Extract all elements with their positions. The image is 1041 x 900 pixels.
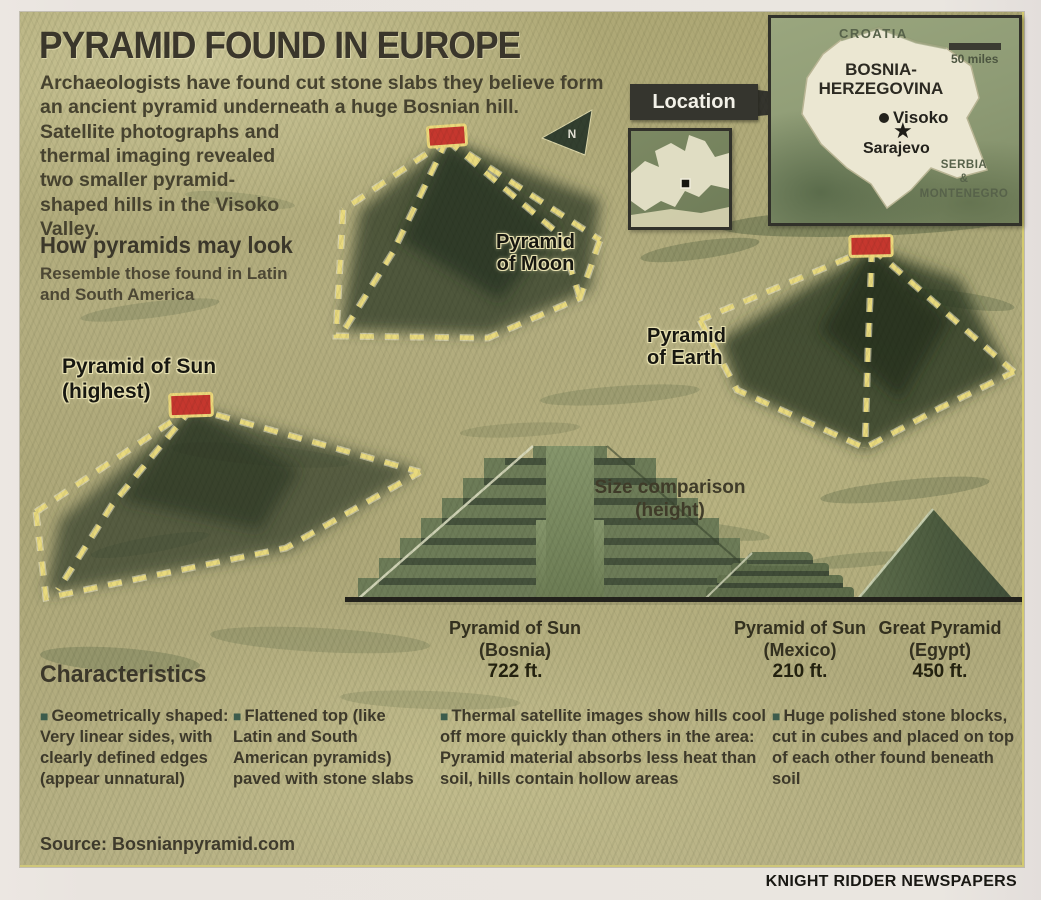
size-label-bosnia: Pyramid of Sun (Bosnia) 722 ft. [430, 618, 600, 684]
characteristic-item-3: ■ Thermal satellite images show hills coo… [440, 706, 770, 790]
characteristic-item-1: ■ Geometrically shaped: Very linear sides… [40, 706, 236, 790]
egypt-pyramid-silhouette [857, 508, 1013, 600]
location-label: Location [652, 90, 736, 113]
size-comparison-title: Size comparison (height) [594, 477, 746, 522]
characteristic-text: Thermal satellite images show hills cool… [440, 707, 766, 788]
intro-paragraph-2: Satellite photographs and thermal imagin… [40, 121, 280, 240]
compass-north-icon: N [540, 109, 593, 156]
size-comparison-chart [345, 445, 1022, 605]
size-label-egypt: Great Pyramid (Egypt) 450 ft. [855, 618, 1025, 684]
how-pyramids-subtext: Resemble those found in Latin and South … [40, 264, 288, 304]
characteristic-text: Huge polished stone blocks, cut in cubes… [772, 707, 1015, 788]
map-label-serbia: SERBIA & MONTENEGRO [919, 159, 1009, 200]
characteristic-item-2: ■ Flattened top (like Latin and South Ame… [233, 706, 425, 790]
map-star-icon: ★ [893, 118, 913, 143]
pyramid-of-sun-note: (highest) [62, 380, 151, 403]
size-label-egypt-place: (Egypt) [909, 639, 971, 660]
bullet-square-icon: ■ [440, 708, 449, 724]
pyramid-wireframes [32, 137, 1017, 603]
credit-line: KNIGHT RIDDER NEWSPAPERS [765, 873, 1017, 890]
bullet-square-icon: ■ [772, 708, 781, 724]
bosnia-map-shape [801, 26, 1001, 210]
pyramid-of-sun-label: Pyramid of Sun [62, 355, 217, 378]
page-title: PYRAMID FOUND IN EUROPE [39, 25, 521, 67]
map-scale-label: 50 miles [951, 52, 999, 66]
map-label-croatia: CROATIA [839, 26, 908, 41]
apex-markers [168, 123, 894, 419]
size-label-bosnia-height: 722 ft. [487, 661, 543, 683]
size-label-mexico-name: Pyramid of Sun [733, 618, 867, 638]
map-label-country: BOSNIA- HERZEGOVINA [818, 60, 944, 99]
ground-line [345, 597, 1022, 602]
how-pyramids-heading: How pyramids may look [40, 232, 293, 258]
source-line: Source: Bosnianpyramid.com [40, 834, 296, 854]
svg-text:N: N [568, 127, 577, 141]
size-label-egypt-name: Great Pyramid [878, 618, 1002, 638]
characteristic-text: Flattened top (like Latin and South Amer… [233, 707, 414, 788]
bullet-square-icon: ■ [233, 708, 242, 724]
characteristics-heading: Characteristics [40, 661, 207, 688]
size-label-mexico-place: (Mexico) [763, 639, 837, 660]
size-label-bosnia-place: (Bosnia) [479, 639, 551, 660]
bosnia-map-panel: CROATIA BOSNIA- HERZEGOVINA Visoko ★ Sar… [768, 15, 1022, 226]
size-label-bosnia-name: Pyramid of Sun [448, 618, 582, 638]
europe-inset-map [628, 128, 732, 230]
size-label-egypt-height: 450 ft. [912, 661, 968, 683]
pyramid-of-earth-label: Pyramid of Earth [647, 325, 726, 369]
intro-paragraph: Archaeologists have found cut stone slab… [40, 72, 604, 119]
pyramid-of-moon-label: Pyramid of Moon [496, 231, 575, 275]
map-label-sarajevo: Sarajevo [863, 140, 930, 157]
characteristic-item-4: ■ Huge polished stone blocks, cut in cube… [772, 706, 1018, 790]
characteristic-text: Geometrically shaped: Very linear sides,… [40, 707, 229, 788]
map-label-visoko: Visoko [893, 108, 949, 127]
location-callout: Location [630, 84, 758, 120]
size-label-mexico-height: 210 ft. [772, 661, 828, 683]
size-label-mexico: Pyramid of Sun (Mexico) 210 ft. [715, 618, 885, 684]
europe-shape [631, 135, 729, 227]
mexico-pyramid-silhouette [705, 552, 854, 600]
bosnia-pyramid-silhouette [357, 445, 783, 600]
bullet-square-icon: ■ [40, 708, 49, 724]
